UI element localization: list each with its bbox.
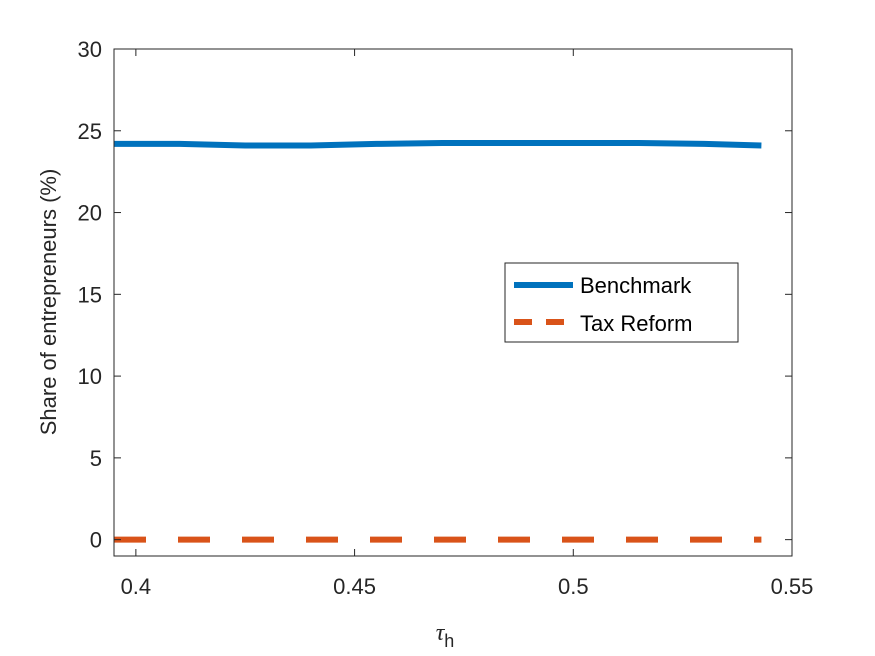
y-axis-label: Share of entrepreneurs (%) <box>36 169 61 436</box>
x-tick-label: 0.45 <box>333 574 376 599</box>
x-tick-labels: 0.4 0.45 0.5 0.55 <box>121 574 814 599</box>
legend-box <box>504 262 739 343</box>
y-tick-label: 20 <box>78 201 102 226</box>
y-tick-label: 0 <box>90 528 102 553</box>
x-axis-label-symbol: τ <box>436 620 446 646</box>
y-tick-label: 15 <box>78 282 102 307</box>
y-tick-label: 30 <box>78 37 102 62</box>
y-tick-label: 25 <box>78 119 102 144</box>
y-tick-labels: 0 5 10 15 20 25 30 <box>78 37 102 553</box>
x-tick-label: 0.4 <box>121 574 152 599</box>
plot-frame <box>113 48 793 557</box>
x-axis-label-subscript: h <box>444 631 454 651</box>
legend-label-benchmark: Benchmark <box>580 273 692 298</box>
series-line-benchmark <box>114 140 762 149</box>
legend-label-tax-reform: Tax Reform <box>580 311 692 336</box>
x-axis-label: τh <box>436 620 455 651</box>
y-tick-label: 5 <box>90 446 102 471</box>
x-tick-label: 0.55 <box>771 574 814 599</box>
series-layer <box>114 140 762 543</box>
legend: Benchmark Tax Reform <box>504 262 739 343</box>
x-tick-label: 0.5 <box>558 574 589 599</box>
y-tick-label: 10 <box>78 364 102 389</box>
ticks-layer <box>114 48 793 556</box>
